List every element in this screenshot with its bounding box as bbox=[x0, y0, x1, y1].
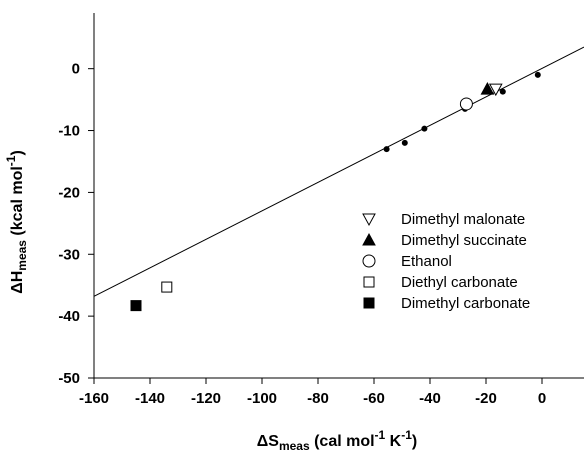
legend-label: Dimethyl malonate bbox=[401, 211, 525, 228]
x-tick-label: -20 bbox=[475, 390, 497, 407]
legend-marker bbox=[362, 213, 376, 227]
legend-label: Dimethyl succinate bbox=[401, 232, 527, 249]
y-tick-label: 0 bbox=[72, 61, 80, 78]
x-tick-label: 0 bbox=[538, 390, 546, 407]
x-tick-label: -100 bbox=[247, 390, 277, 407]
legend-marker bbox=[362, 232, 376, 246]
data-point bbox=[161, 281, 173, 293]
data-point bbox=[488, 83, 503, 97]
data-point bbox=[383, 146, 390, 153]
data-point bbox=[499, 88, 506, 95]
x-tick-label: -160 bbox=[79, 390, 109, 407]
x-tick-label: -60 bbox=[363, 390, 385, 407]
plot-area: -160 -140 -120 -100 -80 -60 -40 -20 0-50-40-30-2… bbox=[58, 13, 584, 407]
y-tick-label: -50 bbox=[58, 370, 80, 387]
legend: Dimethyl malonate Dimethyl succinate Ethan… bbox=[362, 211, 530, 312]
legend-marker bbox=[363, 276, 375, 288]
data-point bbox=[459, 97, 473, 111]
data-point bbox=[480, 82, 495, 95]
x-tick-label: -80 bbox=[307, 390, 329, 407]
x-tick-label: -140 bbox=[135, 390, 165, 407]
data-point bbox=[130, 300, 142, 312]
x-tick-label: -40 bbox=[419, 390, 441, 407]
fit-line bbox=[93, 46, 584, 297]
legend-marker bbox=[363, 297, 375, 309]
data-point bbox=[534, 71, 541, 78]
y-axis-title: ΔHmeas (kcal mol-1) bbox=[4, 150, 29, 294]
data-point bbox=[421, 125, 428, 132]
y-tick-label: -20 bbox=[58, 184, 80, 201]
data-point bbox=[401, 139, 408, 146]
y-tick-label: -30 bbox=[58, 246, 80, 263]
legend-label: Dimethyl carbonate bbox=[401, 295, 530, 312]
legend-marker bbox=[362, 254, 376, 268]
x-axis-title: ΔSmeas (cal mol-1 K-1) bbox=[257, 428, 417, 453]
legend-label: Diethyl carbonate bbox=[401, 274, 518, 291]
y-tick-label: -10 bbox=[58, 123, 80, 140]
x-tick-label: -120 bbox=[191, 390, 221, 407]
y-tick-label: -40 bbox=[58, 308, 80, 325]
legend-label: Ethanol bbox=[401, 253, 452, 270]
